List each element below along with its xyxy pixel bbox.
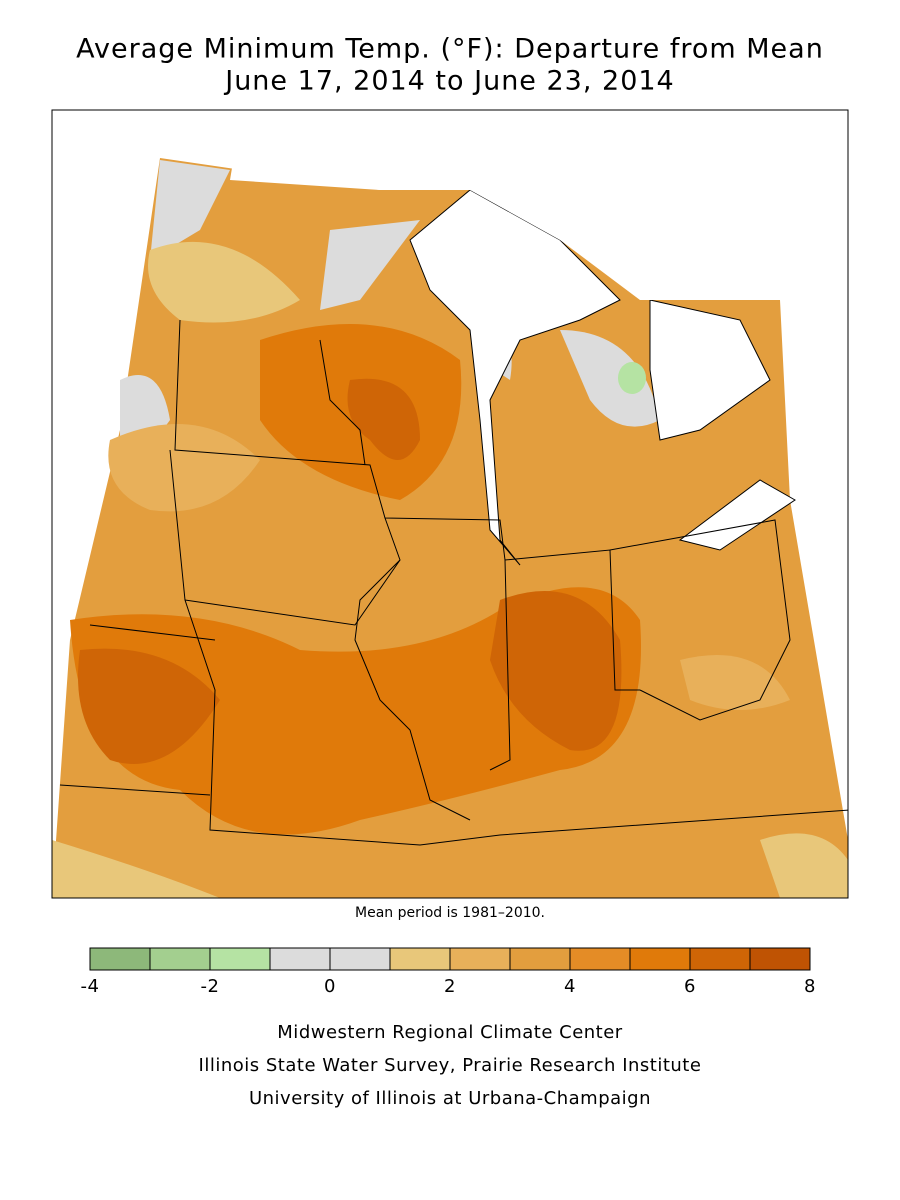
map-region: [108, 424, 260, 512]
map-region: [490, 591, 622, 751]
legend-tick-label: 8: [804, 976, 816, 997]
legend-tick-label: -4: [81, 976, 100, 997]
credit: University of Illinois at Urbana-Champai…: [249, 1088, 651, 1109]
credit: Illinois State Water Survey, Prairie Res…: [199, 1055, 702, 1076]
legend-swatch: [149, 947, 211, 971]
map-region: [760, 833, 848, 898]
map-region: [78, 648, 220, 764]
map-blank: [230, 110, 848, 300]
legend-swatch: [509, 947, 571, 971]
map-region: [680, 655, 790, 710]
legend-swatch: [269, 947, 331, 971]
legend-swatch: [449, 947, 511, 971]
note: Mean period is 1981–2010.: [355, 905, 545, 921]
lake: [409, 189, 621, 566]
legend-swatch: [749, 947, 811, 971]
legend-swatch: [629, 947, 691, 971]
map-region: [560, 330, 660, 427]
legend-tick-label: 0: [324, 976, 336, 997]
lake: [649, 299, 771, 441]
legend-swatch: [689, 947, 751, 971]
map-frame: [51, 109, 849, 899]
map-region: [347, 378, 420, 460]
legend-swatch: [389, 947, 451, 971]
legend-tick-label: 6: [684, 976, 696, 997]
legend-swatch: [209, 947, 271, 971]
legend-swatch: [569, 947, 631, 971]
legend-swatch: [329, 947, 391, 971]
map-region: [320, 220, 420, 310]
map-region: [52, 840, 220, 898]
legend-swatch: [89, 947, 151, 971]
map: [51, 109, 849, 899]
state-lines: [59, 319, 848, 846]
map-region: [150, 160, 230, 260]
title-line: June 17, 2014 to June 23, 2014: [223, 66, 675, 97]
legend-tick-label: -2: [201, 976, 220, 997]
legend: -4 -2 0 2 4 6 8: [81, 947, 816, 997]
title-line: Average Minimum Temp. (°F): Departure fr…: [76, 34, 824, 65]
credit: Midwestern Regional Climate Center: [277, 1022, 623, 1043]
legend-tick-label: 2: [444, 976, 456, 997]
map-region: [618, 362, 646, 394]
legend-tick-label: 4: [564, 976, 576, 997]
map-region: [148, 241, 300, 323]
